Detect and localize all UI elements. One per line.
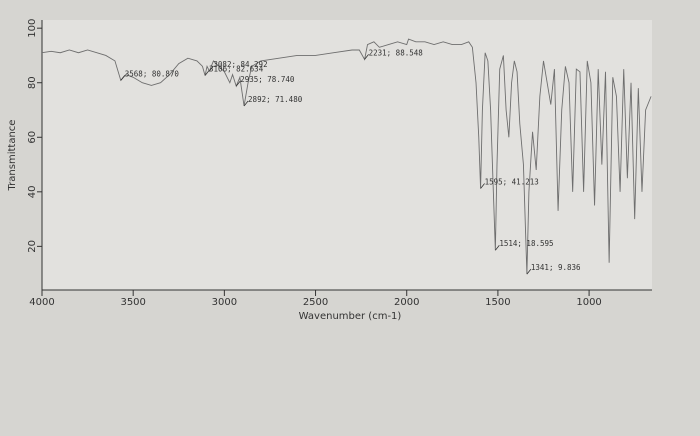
annotation-marker <box>495 244 500 251</box>
annotation-marker <box>243 100 249 107</box>
plot-area <box>42 20 652 290</box>
x-tick-label: 1000 <box>576 297 601 308</box>
annotation-label: 2892; 71.480 <box>248 95 303 104</box>
annotation-marker <box>364 54 369 60</box>
y-tick-label: 100 <box>27 19 38 38</box>
y-tick-label: 40 <box>27 185 38 198</box>
annotation-marker <box>120 75 126 81</box>
y-tick-label: 60 <box>27 131 38 144</box>
annotation-label: 3082; 84.292 <box>213 60 267 69</box>
annotation-label: 2935; 78.740 <box>240 75 295 84</box>
x-tick-label: 3000 <box>212 297 237 308</box>
x-tick-label: 1500 <box>485 297 510 308</box>
annotation-label: 3568; 80.870 <box>125 69 180 78</box>
y-tick-label: 20 <box>27 240 38 253</box>
annotation-label: 3106; 82.634 <box>209 65 264 74</box>
annotation-label: 1341; 9.836 <box>531 263 581 272</box>
annotation-label: 1595; 41.213 <box>485 178 539 187</box>
y-tick-label: 80 <box>27 76 38 89</box>
annotation-marker <box>526 268 532 275</box>
x-tick-label: 2000 <box>394 297 419 308</box>
annotation-marker <box>204 70 210 76</box>
annotation-marker <box>209 65 214 72</box>
y-axis-label: Transmittance <box>7 120 18 192</box>
spectrum-line <box>41 38 652 275</box>
x-tick-label: 2500 <box>303 297 328 308</box>
annotation-marker <box>235 80 241 87</box>
x-tick-label: 4000 <box>29 297 54 308</box>
annotation-marker <box>480 183 485 189</box>
x-tick-label: 3500 <box>120 297 145 308</box>
annotation-label: 2231; 88.548 <box>369 48 424 57</box>
x-axis-label: Wavenumber (cm-1) <box>299 311 402 322</box>
annotation-label: 1514; 18.595 <box>499 239 553 248</box>
